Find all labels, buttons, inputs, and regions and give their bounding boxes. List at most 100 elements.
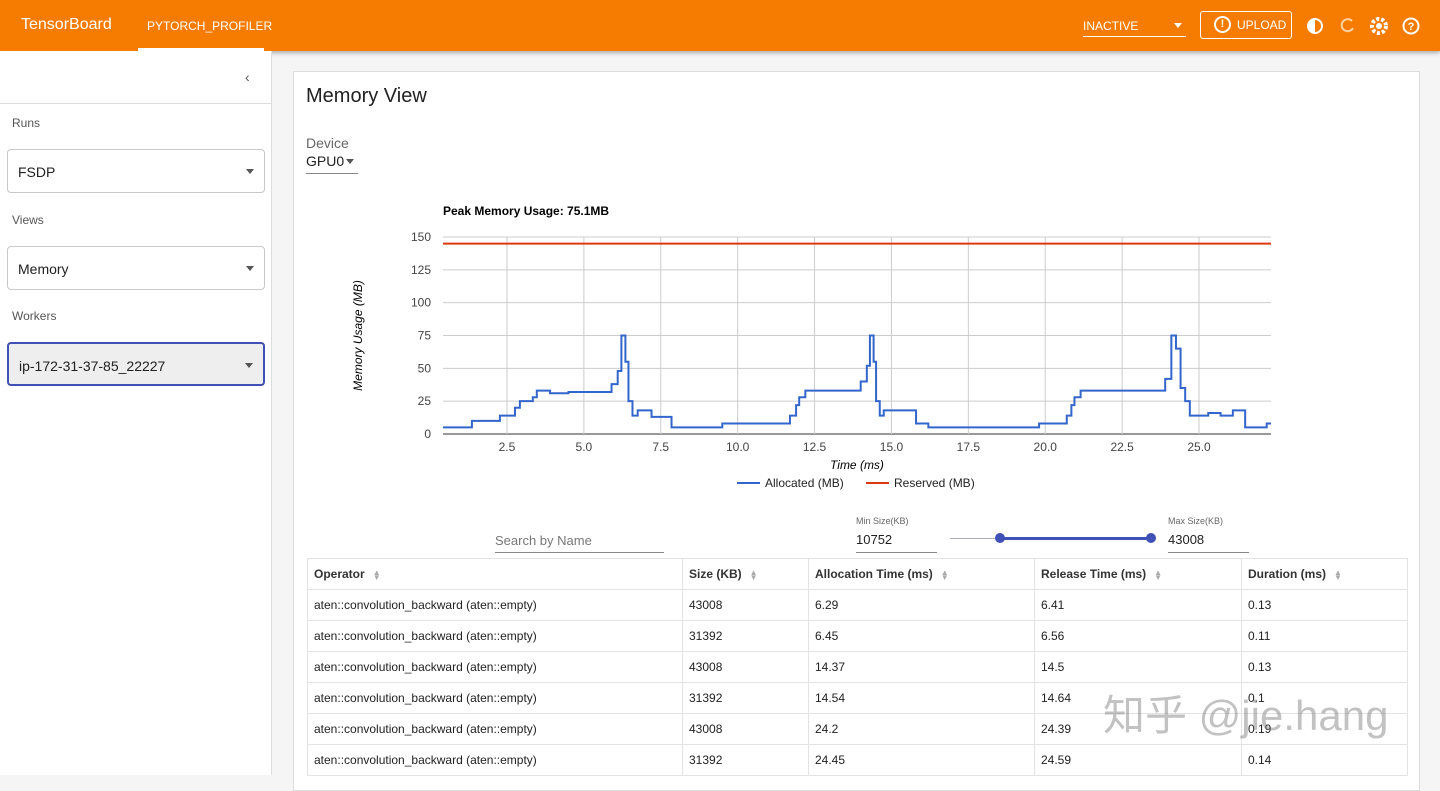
header-text: Allocation Time (ms) (815, 567, 933, 581)
caret (246, 266, 254, 271)
brand: TensorBoard (21, 16, 112, 33)
y-tick-label: 75 (418, 329, 432, 343)
x-tick-label: 20.0 (1034, 440, 1058, 454)
sort-icon: ▲ ▼ (940, 567, 949, 582)
header-text: Operator (314, 567, 365, 581)
cell: 14.54 (808, 682, 1035, 714)
cell: 6.56 (1034, 620, 1242, 652)
divider (0, 103, 272, 104)
worker: ip-172-31-37-85_22227 (19, 358, 166, 374)
caret (346, 159, 354, 164)
help-mark: ? (1408, 21, 1415, 33)
cell: 14.37 (808, 651, 1035, 683)
tab[interactable]: PYTORCH_PROFILER (147, 19, 273, 33)
cell: 0.13 (1241, 651, 1408, 683)
device: GPU0 (306, 153, 345, 169)
sidebar: ‹ Runs FSDP Views Memory Workers ip-172-… (0, 51, 272, 775)
cell: 6.45 (808, 620, 1035, 652)
column-header[interactable]: Size (KB) ▲ ▼ (682, 558, 809, 590)
cell: 24.45 (808, 744, 1035, 776)
column-header[interactable]: Operator ▲ ▼ (307, 558, 683, 590)
slider-range (1000, 537, 1151, 540)
cell: aten::convolution_backward (aten::empty) (307, 682, 683, 714)
cell: 0.19 (1241, 713, 1408, 745)
upload-button[interactable]: ! UPLOAD (1200, 11, 1292, 39)
header-text: Duration (ms) (1248, 567, 1326, 581)
caret (245, 363, 253, 368)
x-tick-label: 5.0 (576, 440, 593, 454)
caret (1174, 23, 1182, 28)
help-icon[interactable] (1402, 17, 1420, 35)
views-select[interactable]: Memory (7, 246, 265, 290)
cell: 0.14 (1241, 744, 1408, 776)
max-size: 43008 (1168, 532, 1205, 547)
x-tick-label: 17.5 (957, 440, 981, 454)
x-tick-label: 22.5 (1110, 440, 1134, 454)
upload-icon: ! (1214, 16, 1231, 33)
cell: aten::convolution_backward (aten::empty) (307, 744, 683, 776)
workers-select[interactable]: ip-172-31-37-85_22227 (7, 342, 265, 386)
table-row: aten::convolution_backward (aten::empty)… (307, 713, 1408, 745)
x-tick-label: 12.5 (803, 440, 827, 454)
caret (246, 169, 254, 174)
cell: 24.39 (1034, 713, 1242, 745)
reload-icon[interactable] (1340, 18, 1354, 33)
cell: 43008 (682, 589, 809, 621)
max-size-input[interactable]: 43008 (1168, 532, 1249, 553)
column-header[interactable]: Duration (ms) ▲ ▼ (1241, 558, 1408, 590)
slider-max-thumb[interactable] (1146, 533, 1156, 543)
x-tick-label: 25.0 (1187, 440, 1211, 454)
x-tick-label: 2.5 (499, 440, 516, 454)
x-tick-label: 10.0 (726, 440, 750, 454)
legend-label: Reserved (MB) (894, 476, 975, 490)
min-size: 10752 (856, 532, 893, 547)
y-tick-label: 0 (424, 427, 431, 441)
table-row: aten::convolution_backward (aten::empty)… (307, 744, 1408, 776)
cell: aten::convolution_backward (aten::empty) (307, 620, 683, 652)
device-label: Device (306, 135, 349, 151)
settings-core (1376, 23, 1382, 29)
tab-indicator (138, 48, 264, 51)
theme-icon-half (1315, 20, 1321, 32)
memory-table: Operator ▲ ▼ Size (KB) ▲ ▼ Allocation Time (ms… (307, 558, 1408, 776)
x-tick-label: 7.5 (652, 440, 669, 454)
slider-min-thumb[interactable] (995, 533, 1005, 543)
legend-label: Allocated (MB) (765, 476, 844, 490)
settings-icon[interactable] (1370, 17, 1388, 35)
cell: 24.2 (808, 713, 1035, 745)
min-size-input[interactable]: 10752 (856, 532, 937, 553)
header-row: Operator ▲ ▼ Size (KB) ▲ ▼ Allocation Time (ms… (307, 558, 1408, 590)
y-tick-label: 125 (411, 263, 431, 277)
cell: aten::convolution_backward (aten::empty) (307, 651, 683, 683)
cell: 24.59 (1034, 744, 1242, 776)
device-select[interactable]: GPU0 (306, 153, 358, 174)
table-row: aten::convolution_backward (aten::empty)… (307, 589, 1408, 621)
column-header[interactable]: Release Time (ms) ▲ ▼ (1034, 558, 1242, 590)
cell: aten::convolution_backward (aten::empty) (307, 713, 683, 745)
y-tick-label: 150 (411, 230, 431, 244)
runs-select[interactable]: FSDP (7, 149, 265, 193)
x-tick-label: 15.0 (880, 440, 904, 454)
upload-label: UPLOAD (1237, 18, 1287, 32)
search-placeholder: Search by Name (495, 533, 592, 548)
status-select[interactable]: INACTIVE (1083, 19, 1186, 37)
memory-chart: Peak Memory Usage: 75.1MB 0 25 50 75 100 125 15… (351, 204, 1271, 490)
view-title: Memory View (306, 85, 427, 107)
cell: 43008 (682, 713, 809, 745)
slider-track (950, 538, 1000, 539)
header: TensorBoard PYTORCH_PROFILER INACTIVE ! U… (0, 0, 1440, 51)
table-row: aten::convolution_backward (aten::empty)… (307, 682, 1408, 714)
column-header[interactable]: Allocation Time (ms) ▲ ▼ (808, 558, 1035, 590)
sort-icon: ▲ ▼ (749, 567, 758, 582)
cell: 43008 (682, 651, 809, 683)
toolbar-icons: ? (1307, 17, 1420, 35)
cell: 31392 (682, 620, 809, 652)
search-input[interactable]: Search by Name (495, 533, 664, 553)
y-tick-label: 50 (418, 361, 432, 375)
min-size-label: Min Size(KB) (856, 516, 909, 526)
x-axis-label: Time (ms) (830, 458, 884, 472)
runs-label: Runs (12, 116, 41, 130)
collapse-button[interactable]: ‹ (245, 69, 250, 85)
run: FSDP (18, 164, 56, 180)
